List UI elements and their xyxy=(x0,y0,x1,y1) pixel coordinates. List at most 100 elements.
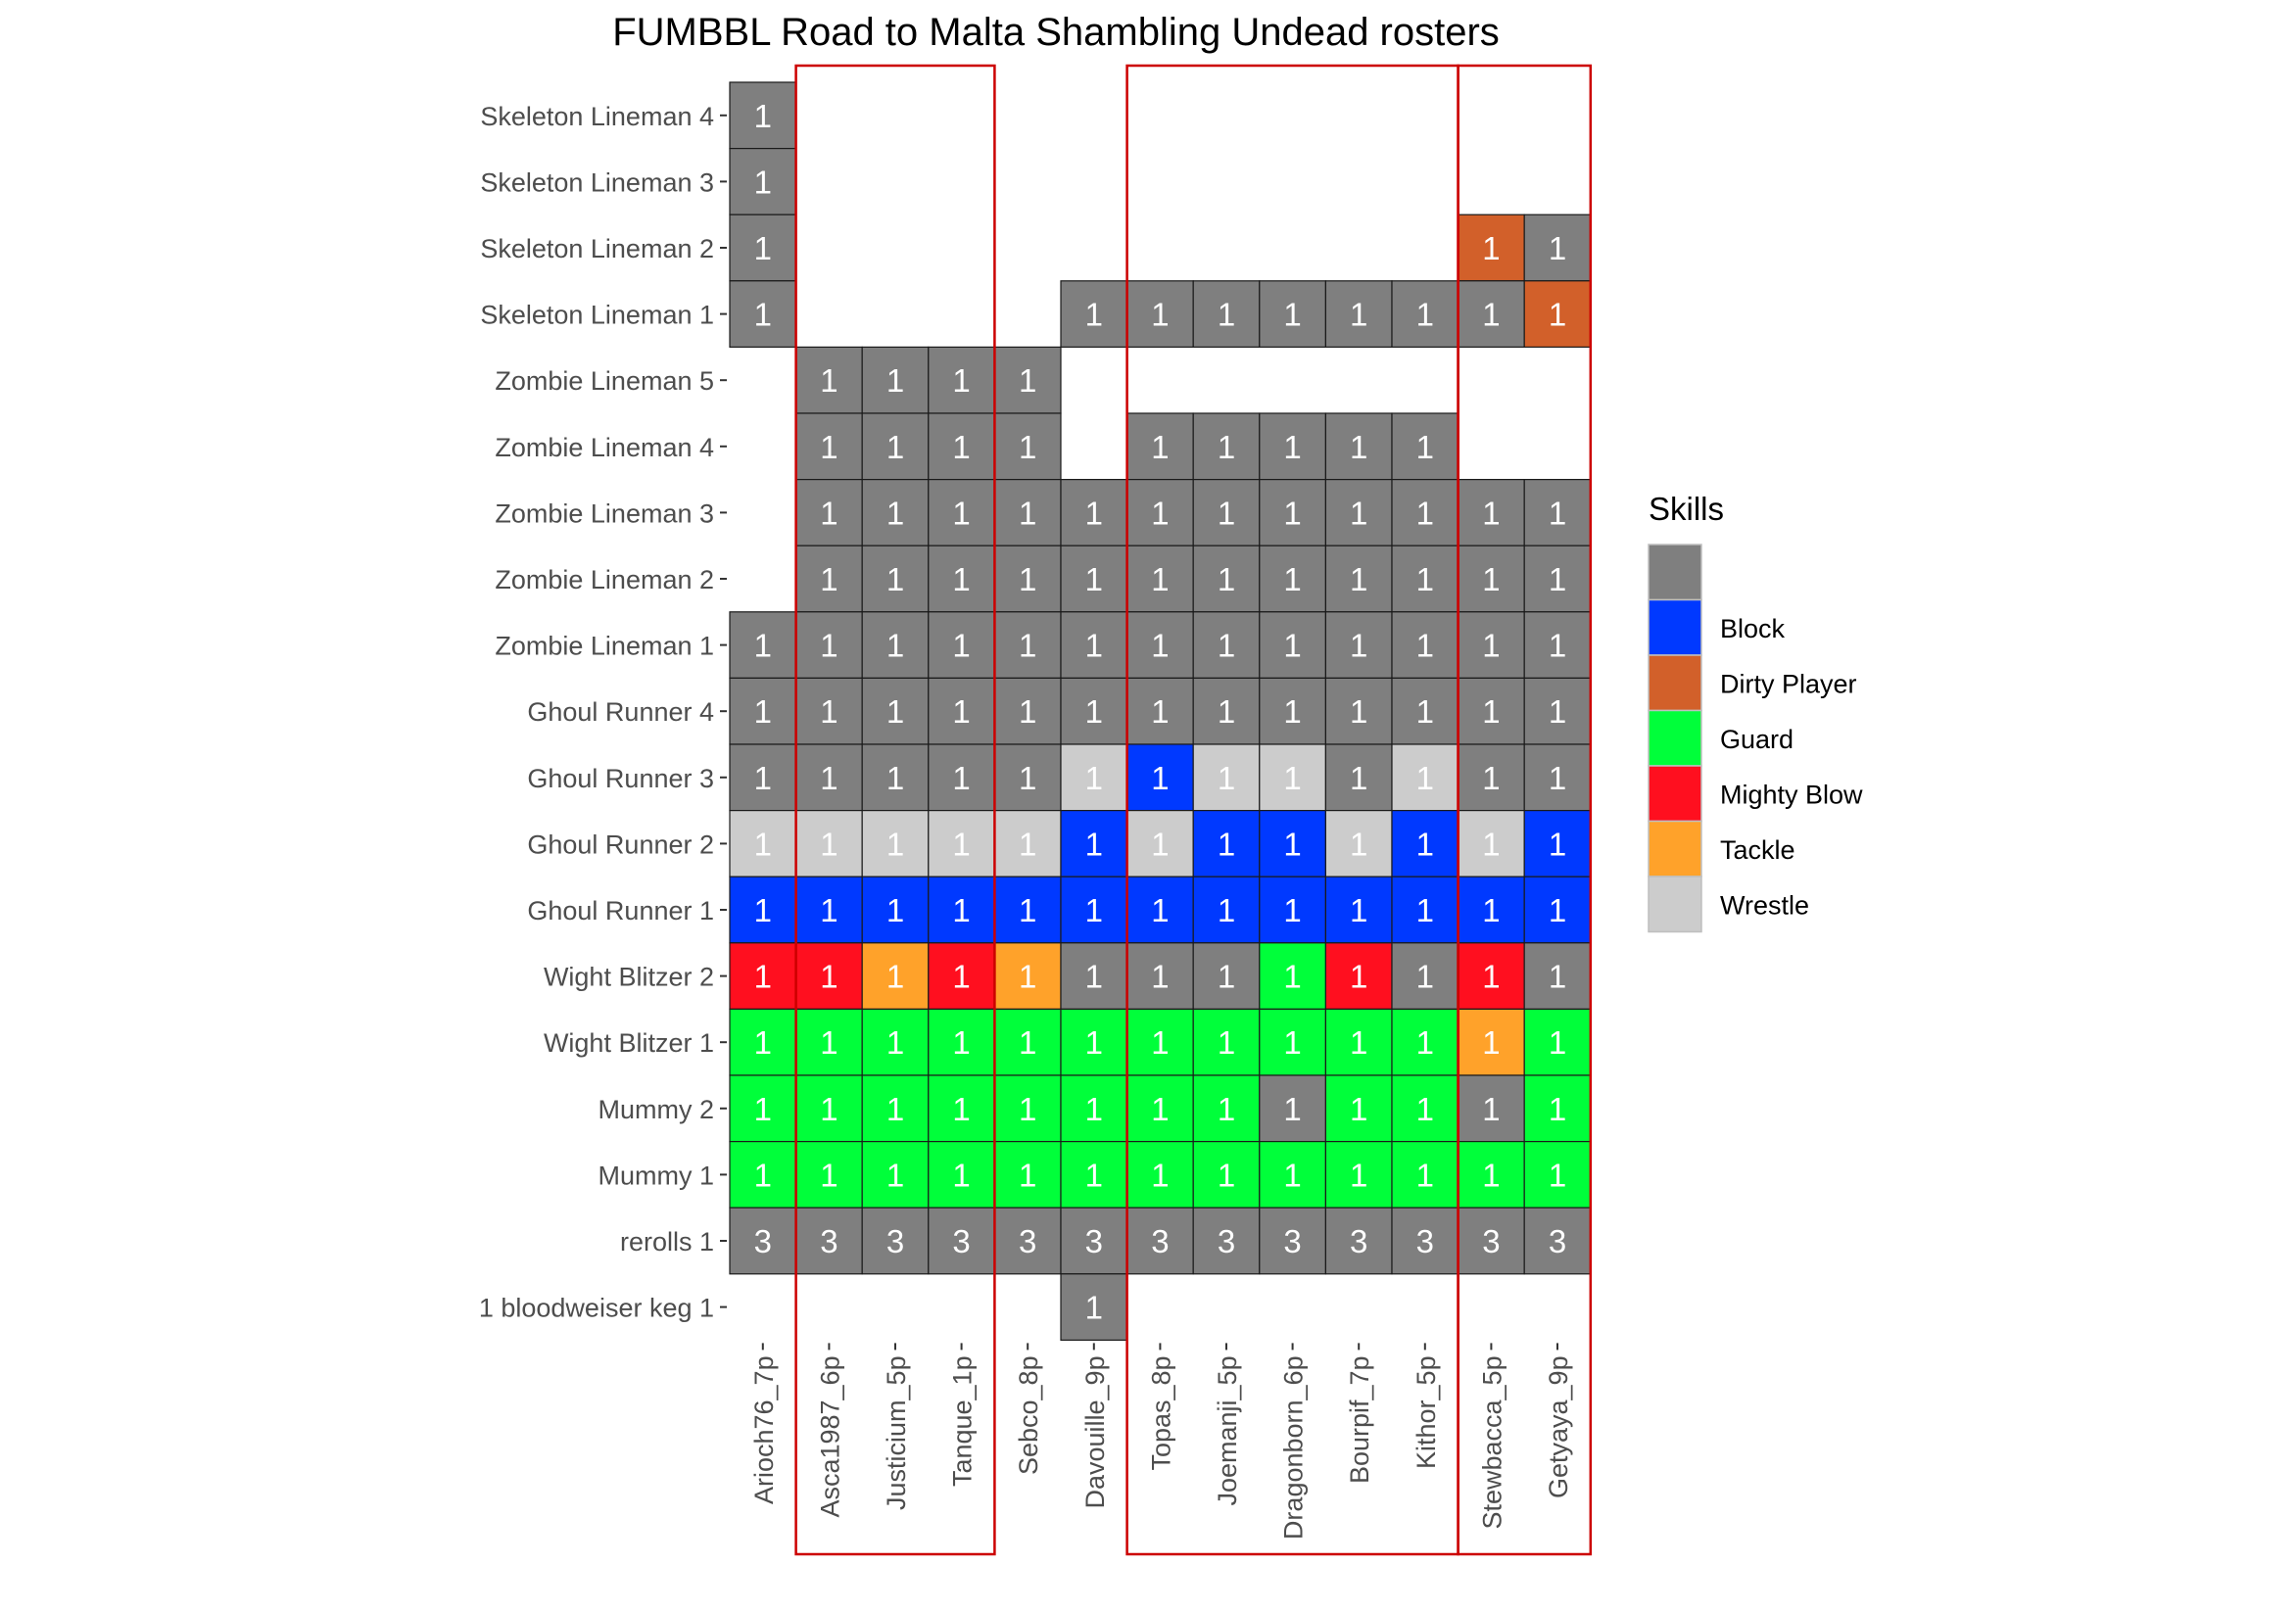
cell-value-label: 1 xyxy=(1416,561,1434,597)
legend-key xyxy=(1648,876,1702,933)
heatmap-cell xyxy=(1391,280,1459,348)
cell-value-label: 1 xyxy=(1283,561,1301,597)
cell-value-label: 1 xyxy=(1085,495,1103,531)
heatmap-cell xyxy=(794,545,863,613)
heatmap-cell xyxy=(1391,942,1459,1010)
cell-value-label: 1 xyxy=(1350,1024,1367,1061)
x-axis: Arioch76_7p Asca1987_6p Justicium_5p Tanque… xyxy=(749,1343,1573,1540)
cell-value-label: 1 xyxy=(754,164,772,200)
heatmap-cell xyxy=(1324,1074,1393,1143)
cell-value-label: 1 xyxy=(1085,1157,1103,1193)
legend-label: Wrestle xyxy=(1720,890,1809,920)
heatmap-cell xyxy=(1192,809,1261,877)
heatmap-cell xyxy=(1259,1207,1327,1275)
x-tick-label: Bourpif_7p xyxy=(1345,1355,1374,1484)
heatmap-cell xyxy=(928,876,995,944)
heatmap-cell xyxy=(993,942,1062,1010)
cell-value-label: 1 xyxy=(1350,495,1367,531)
cell-value-label: 1 xyxy=(952,892,970,928)
cell-value-label: 1 xyxy=(1085,628,1103,664)
cell-value-label: 1 xyxy=(1283,959,1301,995)
y-tick-label: Wight Blitzer 2 xyxy=(544,963,714,992)
legend-key xyxy=(1648,820,1702,877)
cell-value-label: 1 xyxy=(1218,628,1235,664)
cell-value-label: 1 xyxy=(754,826,772,862)
cell-value-label: 1 xyxy=(1482,297,1500,333)
x-tick-label: Getyaya_9p xyxy=(1544,1355,1573,1498)
heatmap-cell xyxy=(928,1074,995,1143)
heatmap-cell xyxy=(928,809,995,877)
cell-value-label: 1 xyxy=(1416,1091,1434,1127)
heatmap-cell xyxy=(1457,677,1525,745)
heatmap-cell xyxy=(993,412,1062,481)
heatmap-cell xyxy=(1523,1074,1592,1143)
heatmap-cell xyxy=(1324,1207,1393,1275)
cell-value-label: 1 xyxy=(1218,826,1235,862)
heatmap-cell xyxy=(794,942,863,1010)
heatmap-cell xyxy=(794,1008,863,1076)
heatmap-cell xyxy=(1060,1140,1128,1209)
heatmap-cell xyxy=(1523,677,1592,745)
heatmap-cell xyxy=(1259,876,1327,944)
cell-value-label: 1 xyxy=(886,1091,904,1127)
cell-value-label: 1 xyxy=(754,760,772,796)
heatmap-cell xyxy=(1192,1207,1261,1275)
cell-value-label: 1 xyxy=(754,959,772,995)
heatmap-cell xyxy=(729,1074,797,1143)
heatmap-cell xyxy=(928,743,995,812)
cell-value-label: 1 xyxy=(1283,826,1301,862)
heatmap-cell xyxy=(1259,1008,1327,1076)
legend-key xyxy=(1648,654,1702,712)
cell-value-label: 1 xyxy=(1482,495,1500,531)
heatmap-cell xyxy=(1523,1008,1592,1076)
cell-value-label: 1 xyxy=(1549,1157,1566,1193)
legend: Skills Block Dirty Player Guard Mighty Blow… xyxy=(1648,491,1863,933)
chart-title: FUMBBL Road to Malta Shambling Undead ro… xyxy=(612,11,1500,54)
cell-value-label: 1 xyxy=(1019,429,1036,465)
cell-value-label: 1 xyxy=(754,230,772,266)
y-tick-label: Mummy 2 xyxy=(598,1095,714,1124)
heatmap-cell xyxy=(1523,545,1592,613)
cell-value-label: 1 xyxy=(1482,628,1500,664)
heatmap-cell xyxy=(1192,545,1261,613)
heatmap-cell xyxy=(1259,545,1327,613)
heatmap-cell xyxy=(928,412,995,481)
cell-value-label: 3 xyxy=(1019,1223,1036,1259)
heatmap-cell xyxy=(993,743,1062,812)
cell-value-label: 1 xyxy=(1549,297,1566,333)
cell-value-label: 1 xyxy=(886,561,904,597)
cell-value-label: 1 xyxy=(1482,561,1500,597)
heatmap-cell xyxy=(861,677,930,745)
heatmap-cell xyxy=(993,1207,1062,1275)
heatmap-cell xyxy=(1125,876,1194,944)
heatmap-cell xyxy=(1324,743,1393,812)
cell-value-label: 1 xyxy=(952,1091,970,1127)
cell-value-label: 1 xyxy=(1283,1157,1301,1193)
heatmap-cell xyxy=(1060,280,1128,348)
cell-value-label: 1 xyxy=(952,959,970,995)
cell-value-label: 1 xyxy=(1350,628,1367,664)
heatmap-cell xyxy=(1391,1140,1459,1209)
heatmap-cell xyxy=(861,412,930,481)
cell-value-label: 1 xyxy=(1085,693,1103,730)
cell-value-label: 3 xyxy=(1549,1223,1566,1259)
heatmap-cell xyxy=(794,743,863,812)
cell-value-label: 1 xyxy=(952,561,970,597)
cell-value-label: 1 xyxy=(952,693,970,730)
cell-value-label: 1 xyxy=(1218,1157,1235,1193)
legend-label: Guard xyxy=(1720,725,1794,754)
heatmap-cell xyxy=(729,280,797,348)
heatmap-cell xyxy=(1324,876,1393,944)
cell-value-label: 1 xyxy=(1482,1157,1500,1193)
cell-value-label: 1 xyxy=(754,1024,772,1061)
heatmap-cell xyxy=(1192,942,1261,1010)
roster-group-boxes xyxy=(794,64,1593,1556)
y-tick-label: Ghoul Runner 1 xyxy=(527,896,714,925)
heatmap-cell xyxy=(1457,1140,1525,1209)
heatmap-cell xyxy=(993,1008,1062,1076)
cell-value-label: 1 xyxy=(1416,628,1434,664)
cell-value-label: 1 xyxy=(952,429,970,465)
cell-value-label: 1 xyxy=(886,1024,904,1061)
cell-value-label: 3 xyxy=(1218,1223,1235,1259)
cell-value-label: 1 xyxy=(1350,1157,1367,1193)
